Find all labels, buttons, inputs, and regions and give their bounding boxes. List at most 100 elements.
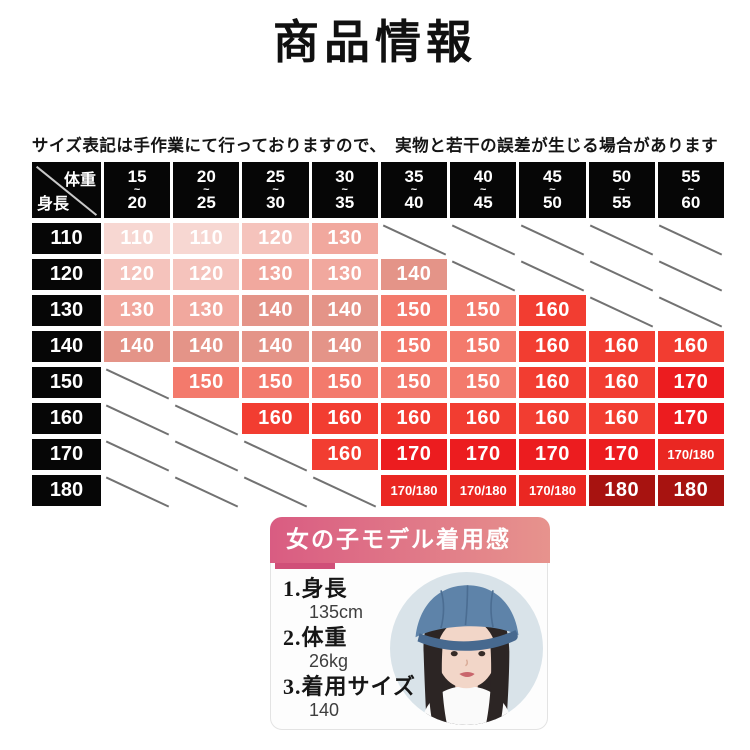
size-cell: 170/180 [657,439,724,470]
spec-value: 135cm [309,602,364,622]
size-cell: 150 [311,367,378,398]
size-cell: 170/180 [450,475,517,506]
size-cell: 170 [450,439,517,470]
empty-cell [381,223,447,254]
size-cell: 110 [173,223,240,254]
weight-range-header: 15 ~20 [104,162,171,218]
card-ribbon-accent [275,563,335,569]
table-corner-cell: 体重 身長 [32,162,101,218]
model-photo [390,572,543,725]
spec-label: 2.体重 [283,625,348,650]
size-cell: 120 [173,259,240,290]
size-cell: 160 [519,367,586,398]
size-cell: 130 [311,223,378,254]
size-cell: 160 [588,331,655,362]
size-cell: 170/180 [380,475,448,506]
page-title: 商品情報 [273,17,477,68]
empty-cell [242,475,308,506]
empty-cell [519,223,585,254]
size-cell: 140 [104,331,171,362]
size-table: 体重 身長 15 ~20 20 ~25 25 ~30 30 ~35 35 ~40 40 ~45 45 ~5… [32,162,724,506]
size-cell: 140 [380,259,448,290]
empty-cell [242,439,308,470]
empty-cell [104,403,170,434]
model-fit-card: 女の子モデル着用感 1.身長 135cm 2.体重 26kg 3.着用サイズ 140 [270,517,550,730]
empty-cell [173,475,239,506]
size-cell: 160 [311,439,378,470]
empty-cell [658,295,724,326]
empty-cell [658,223,724,254]
empty-cell [450,223,516,254]
empty-cell [104,475,170,506]
size-cell: 160 [588,403,655,434]
size-cell: 140 [173,331,240,362]
size-cell: 170/180 [519,475,586,506]
height-label: 110 [32,223,101,254]
size-cell: 120 [104,259,171,290]
weight-range-header: 25 ~30 [242,162,309,218]
size-cell: 160 [311,403,378,434]
girl-avatar-illustration [390,572,543,725]
size-cell: 140 [242,295,309,326]
size-cell: 140 [311,331,378,362]
size-cell: 160 [519,295,586,326]
weight-range-header: 55 ~60 [657,162,724,218]
empty-cell [173,403,239,434]
size-cell: 150 [242,367,309,398]
weight-range-header: 35 ~40 [380,162,448,218]
size-cell: 170 [657,403,724,434]
size-cell: 170 [380,439,448,470]
size-cell: 160 [242,403,309,434]
empty-cell [450,259,516,290]
height-label: 160 [32,403,101,434]
height-label: 130 [32,295,101,326]
size-cell: 180 [657,475,724,506]
size-cell: 160 [588,367,655,398]
corner-height-label: 身長 [37,196,70,213]
empty-cell [312,475,378,506]
height-label: 140 [32,331,101,362]
model-spec-item: 1.身長 135cm [283,576,416,623]
weight-range-header: 50 ~55 [588,162,655,218]
empty-cell [658,259,724,290]
size-cell: 150 [450,367,517,398]
empty-cell [589,259,655,290]
size-cell: 160 [519,331,586,362]
empty-cell [519,259,585,290]
size-cell: 110 [104,223,171,254]
spec-label: 3.着用サイズ [283,674,416,699]
height-label: 180 [32,475,101,506]
size-cell: 150 [380,295,448,326]
size-cell: 120 [242,223,309,254]
spec-label: 1.身長 [283,576,348,601]
size-cell: 130 [242,259,309,290]
size-cell: 170 [519,439,586,470]
spec-value: 26kg [309,651,349,671]
size-cell: 180 [588,475,655,506]
height-label: 170 [32,439,101,470]
model-spec-item: 2.体重 26kg [283,625,416,672]
empty-cell [104,367,170,398]
size-cell: 130 [173,295,240,326]
size-cell: 130 [311,259,378,290]
size-cell: 150 [450,331,517,362]
size-cell: 150 [173,367,240,398]
weight-range-header: 30 ~35 [311,162,378,218]
spec-value: 140 [309,700,340,720]
size-cell: 140 [311,295,378,326]
weight-range-header: 40 ~45 [450,162,517,218]
weight-range-header: 20 ~25 [173,162,240,218]
size-cell: 160 [657,331,724,362]
size-cell: 150 [450,295,517,326]
corner-weight-label: 体重 [63,172,96,189]
size-cell: 150 [380,367,448,398]
size-cell: 160 [380,403,448,434]
model-card-header: 女の子モデル着用感 [270,517,550,563]
empty-cell [589,223,655,254]
height-label: 150 [32,367,101,398]
empty-cell [589,295,655,326]
size-cell: 160 [450,403,517,434]
weight-range-header: 45 ~50 [519,162,586,218]
height-label: 120 [32,259,101,290]
size-cell: 140 [242,331,309,362]
